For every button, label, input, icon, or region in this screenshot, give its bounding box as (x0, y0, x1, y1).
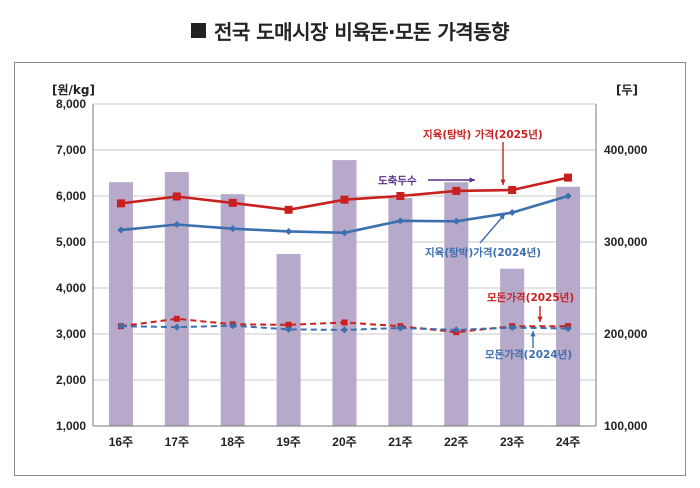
x-axis-tick-label: 22주 (444, 435, 468, 449)
right-axis-tick-label: 100,000 (604, 419, 648, 433)
annotation-arrow (479, 213, 506, 244)
series-point (229, 225, 237, 233)
series-point (173, 323, 181, 331)
bar (388, 197, 413, 426)
series-point (285, 321, 292, 328)
series-point (341, 229, 348, 237)
x-axis-tick-label: 17주 (165, 435, 189, 449)
series-point (285, 227, 293, 235)
series-point (340, 195, 349, 204)
bar (332, 160, 357, 426)
series-point (396, 324, 404, 332)
series-point (117, 226, 125, 234)
annotation-label: 모돈가격(2025년) (487, 291, 574, 304)
series-point (284, 205, 293, 214)
left-axis-tick-label: 6,000 (56, 189, 86, 203)
series-point (172, 192, 181, 201)
annotation-arrow-head (537, 316, 543, 322)
bar (556, 186, 581, 426)
x-axis-tick-label: 23주 (500, 435, 524, 449)
series-point (341, 319, 348, 326)
series-point (564, 324, 572, 332)
series-point (452, 217, 460, 225)
series-point (564, 173, 573, 182)
left-axis-tick-label: 2,000 (56, 373, 86, 387)
right-axis-tick-label: 400,000 (604, 143, 648, 157)
series-point (508, 324, 516, 332)
series-point (173, 221, 181, 229)
x-axis-tick-label: 24주 (556, 435, 580, 449)
x-axis-tick-label: 19주 (276, 435, 300, 449)
bar (108, 182, 133, 426)
annotation-label: 지육(탕박) 가격(2025년) (423, 128, 543, 141)
annotation-label: 모돈가격(2024년) (485, 348, 572, 361)
series-point (452, 186, 461, 195)
series-point (285, 325, 293, 333)
series-point (341, 326, 348, 334)
x-axis-tick-label: 20주 (332, 435, 356, 449)
series-point (396, 217, 404, 225)
bar (164, 172, 189, 426)
annotation-arrow-head (500, 179, 506, 185)
bar (500, 268, 525, 426)
series-point (173, 315, 180, 322)
series-point (396, 192, 405, 200)
x-axis-tick-label: 16주 (109, 435, 133, 449)
annotation-arrow-head (499, 214, 505, 220)
chart-title: 전국 도매시장 비육돈·모돈 가격동향 (0, 10, 700, 50)
right-axis-tick-label: 300,000 (604, 235, 648, 249)
series-point (508, 186, 517, 195)
annotation-label: 지육(탕박)가격(2024년) (425, 246, 541, 259)
series-point (117, 322, 125, 330)
annotation-label: 도축두수 (378, 174, 417, 187)
chart-frame (14, 62, 686, 476)
annotation-arrow-head (530, 331, 536, 337)
left-axis-tick-label: 1,000 (56, 419, 86, 433)
series-point (564, 192, 572, 200)
right-axis-tick-label: 200,000 (604, 327, 648, 341)
left-axis-tick-label: 3,000 (56, 327, 86, 341)
left-axis-tick-label: 5,000 (56, 235, 86, 249)
right-axis-unit: [두] (616, 83, 638, 97)
left-axis-tick-label: 8,000 (56, 97, 86, 111)
series-point (229, 322, 237, 330)
left-axis-tick-label: 7,000 (56, 143, 86, 157)
series-point (452, 326, 460, 334)
x-axis-tick-label: 18주 (221, 435, 245, 449)
chart-title-text: 전국 도매시장 비육돈·모돈 가격동향 (214, 19, 510, 44)
annotation-arrow-head (469, 177, 475, 183)
series-point (116, 199, 125, 208)
series-point (228, 198, 237, 207)
bar (220, 194, 245, 426)
left-axis-tick-label: 4,000 (56, 281, 86, 295)
title-square-icon (191, 22, 206, 38)
x-axis-tick-label: 21주 (388, 435, 412, 449)
bar (276, 253, 301, 426)
series-point (508, 209, 516, 217)
left-axis-unit: [원/kg] (52, 83, 95, 97)
